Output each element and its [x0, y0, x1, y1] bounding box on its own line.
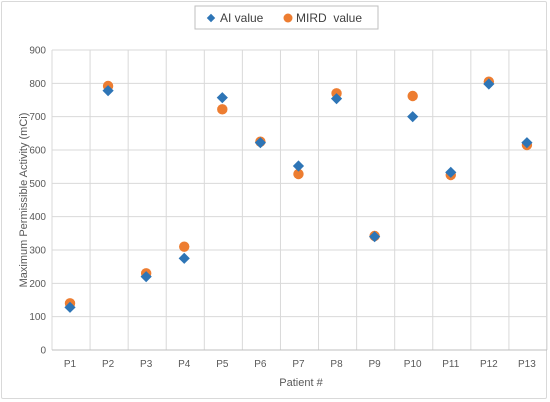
legend-marker-mird-value [283, 13, 293, 23]
ai-value-point [254, 137, 266, 149]
ai-value-point [483, 78, 495, 90]
mird-value-point [407, 90, 418, 102]
legend-label-mird-value: MIRD value [296, 11, 362, 25]
y-tick-label: 900 [29, 46, 46, 57]
x-tick-label: P10 [404, 359, 422, 370]
ai-value-point [330, 93, 343, 105]
y-tick-label: 600 [29, 146, 46, 157]
legend-marker-ai-value [206, 13, 216, 23]
y-tick-label: 800 [29, 79, 46, 90]
axis-layer: 0 100 200 300 400 500 600 700 800 900 P1 P2 P3 P4 P5 P6… [29, 46, 547, 370]
x-tick-label: P11 [442, 359, 459, 370]
ai-value-point [216, 92, 228, 104]
ai-value-point [178, 252, 190, 264]
x-tick-label: P8 [330, 359, 343, 370]
ai-value-point [445, 166, 457, 178]
y-tick-label: 700 [29, 112, 46, 123]
ai-value-point [140, 271, 152, 283]
ai-value-point [102, 85, 114, 97]
y-tick-label: 300 [29, 246, 46, 257]
ai-value-point [407, 111, 419, 123]
y-tick-label: 100 [29, 312, 46, 323]
ai-value-point [64, 301, 76, 313]
x-tick-label: P3 [140, 359, 153, 370]
x-tick-label: P2 [102, 359, 115, 370]
y-axis-title: Maximum Permissible Activity (mCi) [18, 113, 30, 288]
x-tick-label: P5 [216, 359, 229, 370]
y-tick-label: 400 [29, 212, 46, 223]
y-tick-label: 0 [40, 346, 46, 357]
ai-value-point [292, 160, 305, 172]
y-tick-label: 200 [29, 279, 46, 290]
ai-value-point [369, 231, 381, 243]
x-tick-label: P6 [254, 359, 267, 370]
mird-value-point [179, 241, 190, 252]
x-tick-label: P12 [480, 359, 498, 370]
mird-value-point [293, 168, 304, 180]
mark-layer [64, 76, 533, 313]
mird-value-point [217, 104, 228, 115]
x-tick-label: P13 [518, 359, 536, 370]
x-tick-label: P7 [292, 359, 305, 370]
y-tick-label: 500 [29, 179, 46, 190]
x-axis-title: Patient # [279, 377, 323, 389]
x-tick-label: P4 [178, 359, 191, 370]
grid-layer [51, 49, 548, 351]
x-tick-label: P9 [368, 359, 381, 370]
x-tick-label: P1 [64, 359, 77, 370]
legend-label-ai-value: AI value [220, 11, 264, 25]
ai-value-point [521, 137, 533, 149]
legend: AI value MIRD value [194, 5, 379, 30]
